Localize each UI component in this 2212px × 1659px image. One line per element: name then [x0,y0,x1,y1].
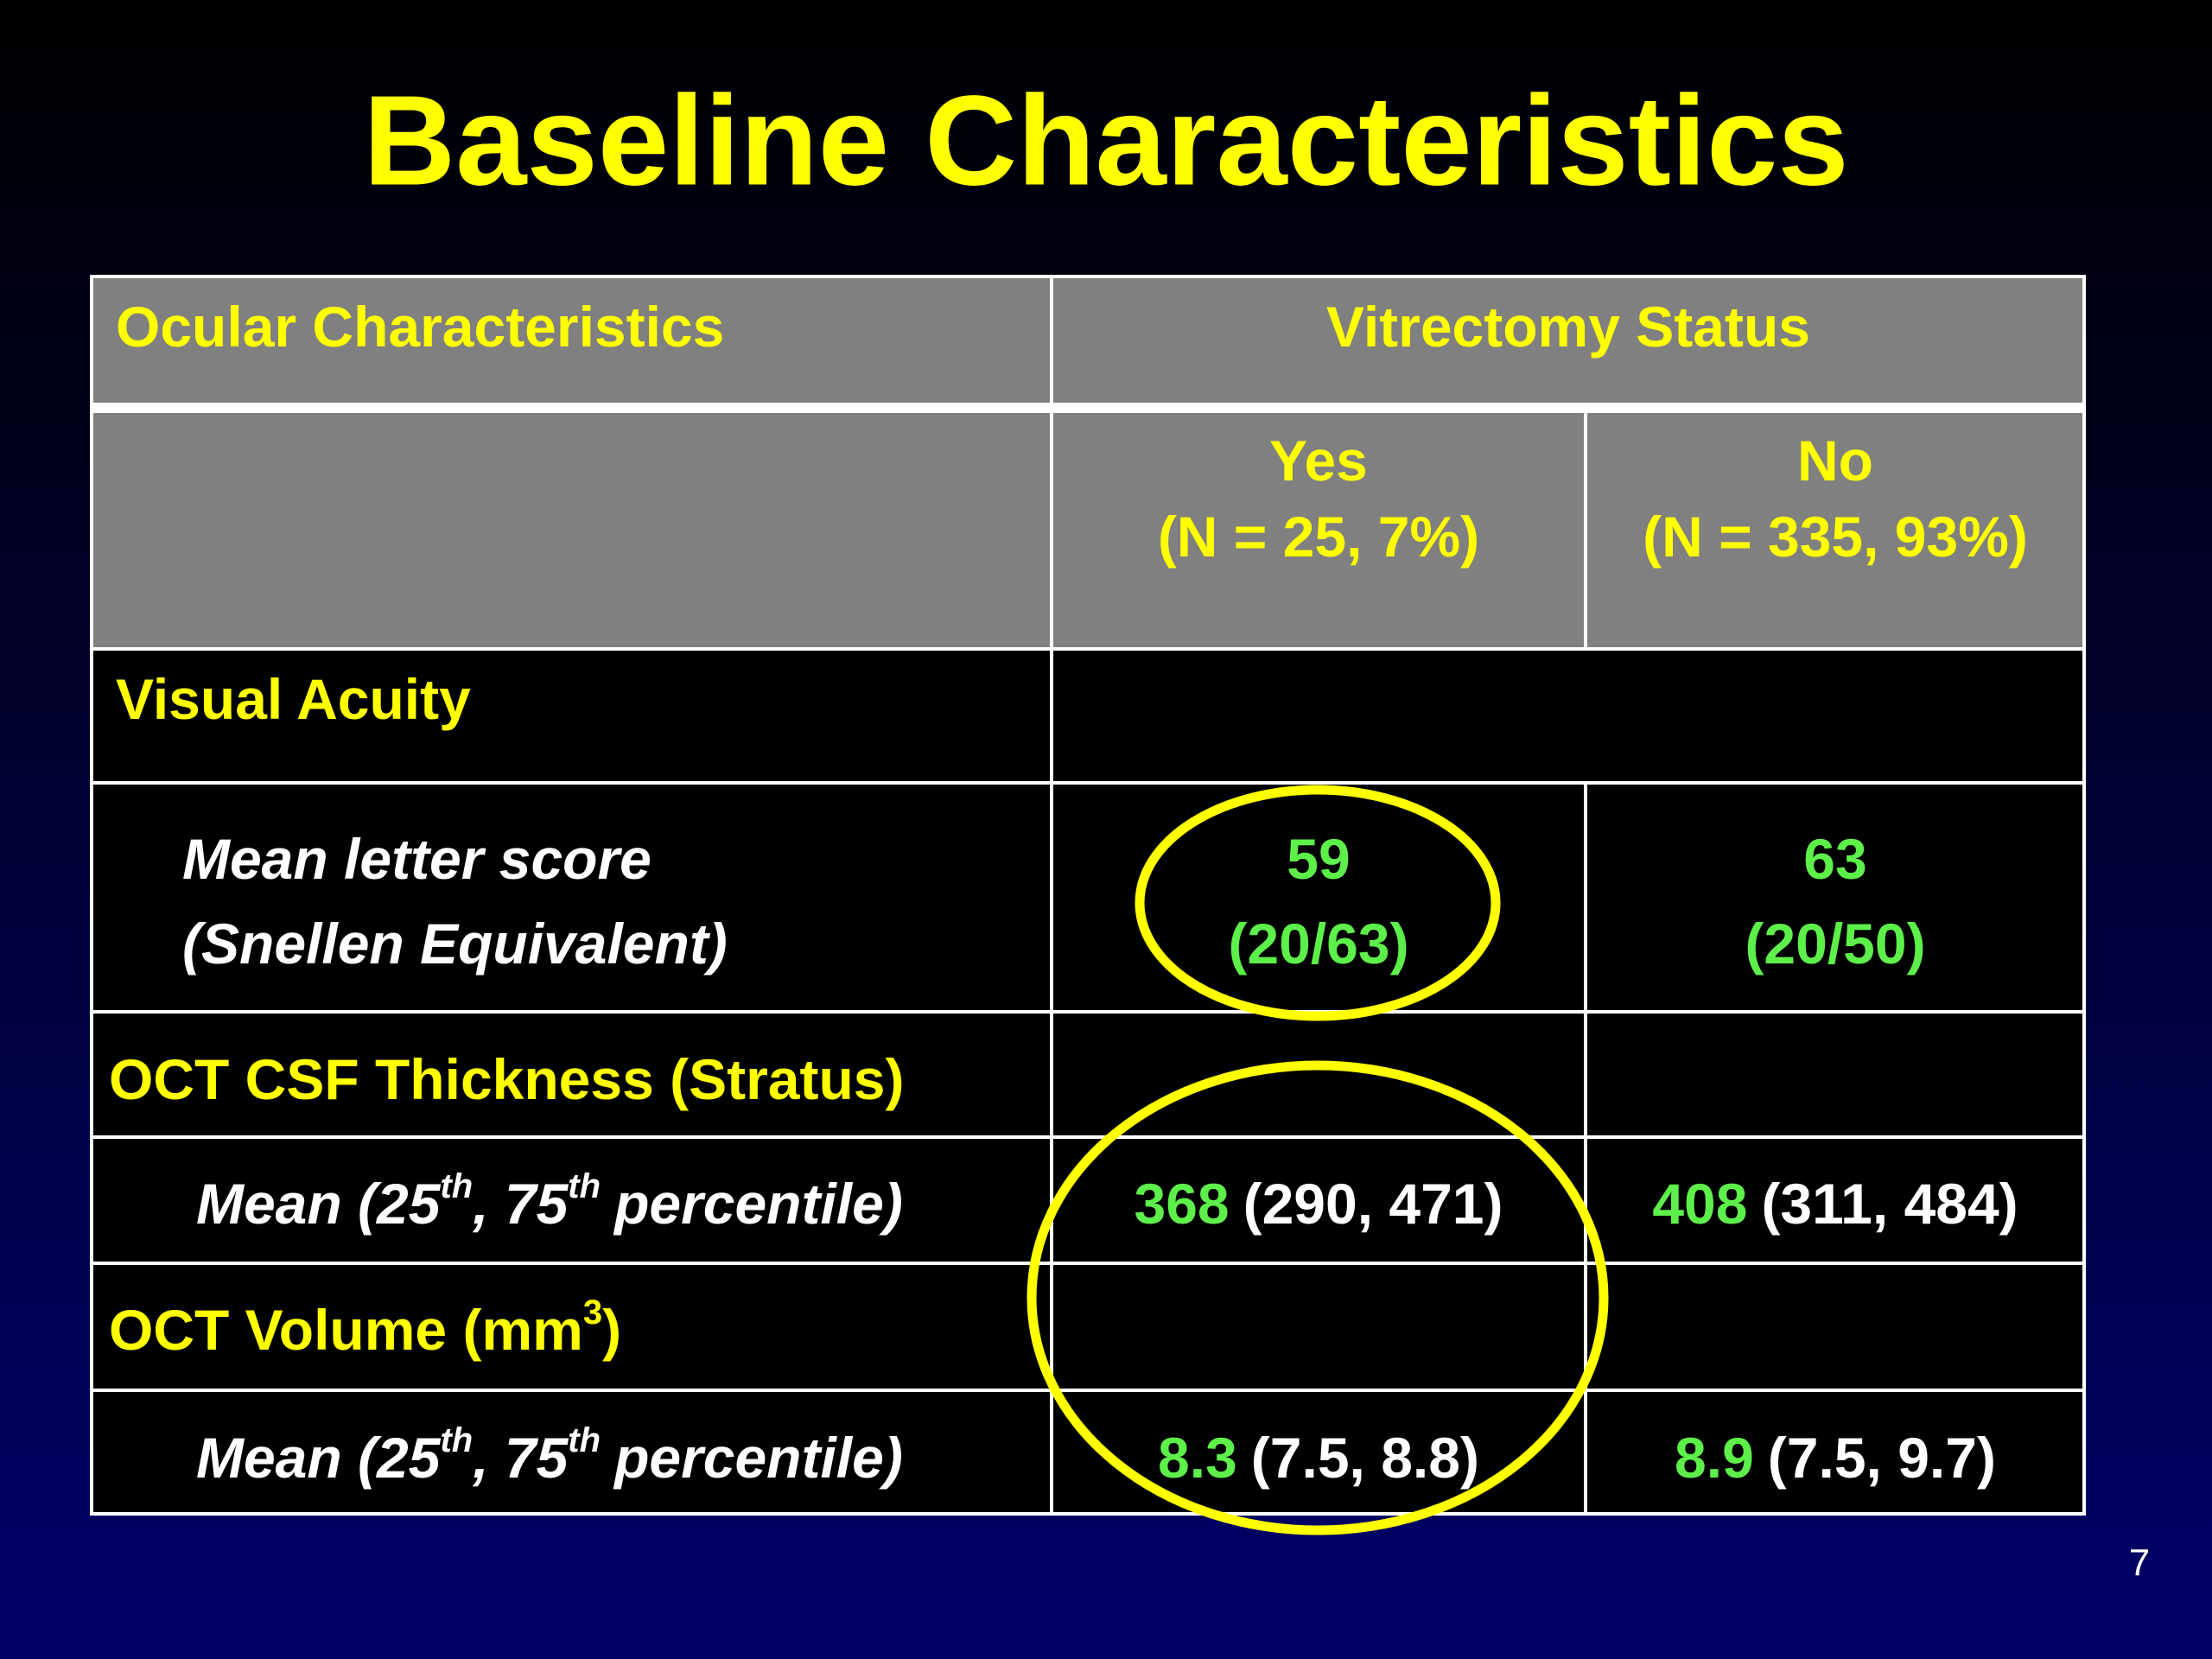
cell-value: 368 (290, 471) [1135,1172,1503,1236]
section-label: OCT CSF Thickness (Stratus) [109,1047,905,1111]
percentiles: (290, 471) [1243,1172,1503,1236]
label-part: Mean (25 [196,1172,442,1236]
superscript: th [440,1421,473,1459]
mean: 8.3 [1158,1426,1237,1490]
cell-value: (20/50) [1745,912,1925,976]
row-label: (Snellen Equivalent) [182,912,728,976]
label-part: percentile) [613,1172,903,1236]
cell-value: 63 [1803,827,1866,891]
cell-value: (20/63) [1228,912,1408,976]
row-label: Mean letter score [182,827,652,891]
label-part: percentile) [613,1426,903,1490]
percentiles: (311, 484) [1761,1172,2018,1236]
header-cell: Yes [1269,429,1368,493]
mean: 408 [1652,1172,1747,1236]
page-number: 7 [2129,1542,2150,1585]
header-divider [92,403,2084,413]
slide-title: Baseline Characteristics [363,70,1848,213]
superscript: th [440,1167,473,1205]
mean: 8.9 [1675,1426,1754,1490]
section-label: OCT Volume (mm3) [109,1294,621,1362]
percentiles: (7.5, 8.8) [1251,1426,1479,1490]
label-part: Mean (25 [196,1426,442,1490]
body-bg [92,649,2084,1514]
label-part: , 75 [472,1426,569,1490]
label-part: OCT Volume (mm [109,1298,583,1362]
header-cell: (N = 25, 7%) [1158,505,1479,569]
header-bg [92,276,2084,649]
superscript: 3 [583,1294,602,1332]
header-cell: Vitrectomy Status [1326,295,1810,359]
label-part: ) [602,1298,621,1362]
mean: 368 [1135,1172,1230,1236]
superscript: th [568,1421,601,1459]
superscript: th [568,1167,601,1205]
cell-value: 8.3 (7.5, 8.8) [1158,1426,1479,1490]
highlight-ellipse [1135,785,1501,1021]
row-label: Mean (25th, 75th percentile) [196,1167,903,1236]
cell-value: 8.9 (7.5, 9.7) [1675,1426,1996,1490]
highlight-ellipse [1027,1060,1609,1535]
label-part: , 75 [472,1172,569,1236]
table: Ocular Characteristics Vitrectomy Status… [90,275,2086,1516]
header-cell: (N = 335, 93%) [1643,505,2028,569]
row-label: Mean (25th, 75th percentile) [196,1421,903,1490]
header-cell: No [1797,429,1873,493]
cell-value: 59 [1287,827,1350,891]
section-label: Visual Acuity [116,667,471,731]
percentiles: (7.5, 9.7) [1768,1426,1996,1490]
header-cell: Ocular Characteristics [116,295,724,359]
table-border [90,275,2086,1516]
cell-value: 408 (311, 484) [1652,1172,2018,1236]
